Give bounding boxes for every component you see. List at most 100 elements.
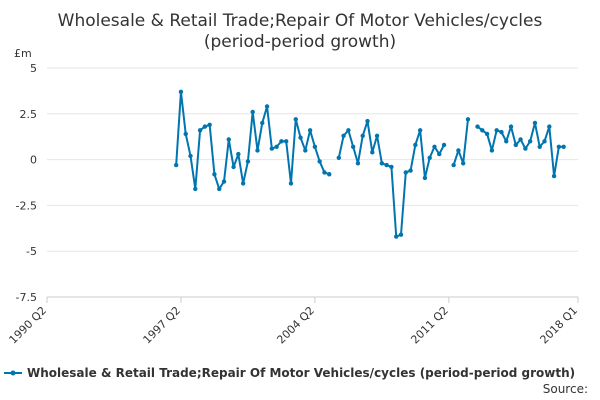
data-point[interactable] bbox=[250, 109, 255, 115]
data-point[interactable] bbox=[173, 162, 179, 168]
y-tick-label: 0 bbox=[30, 154, 37, 167]
data-point[interactable] bbox=[303, 148, 308, 153]
data-point[interactable] bbox=[532, 120, 538, 126]
series-line-segment bbox=[337, 120, 445, 238]
data-point[interactable] bbox=[288, 181, 294, 186]
data-point[interactable] bbox=[312, 144, 318, 149]
data-point[interactable] bbox=[236, 151, 241, 157]
data-point[interactable] bbox=[489, 148, 495, 153]
data-point[interactable] bbox=[451, 162, 456, 168]
data-point[interactable] bbox=[336, 155, 342, 160]
data-point[interactable] bbox=[413, 142, 418, 148]
data-point[interactable] bbox=[317, 159, 322, 164]
series-layer bbox=[173, 89, 566, 239]
data-point[interactable] bbox=[350, 144, 356, 149]
data-point[interactable] bbox=[217, 186, 222, 192]
data-point[interactable] bbox=[437, 151, 442, 157]
series-line-segment bbox=[452, 119, 469, 166]
data-point[interactable] bbox=[293, 117, 298, 122]
data-point[interactable] bbox=[484, 131, 490, 137]
data-point[interactable] bbox=[441, 142, 447, 148]
x-tick-layer: 1990 Q2 1997 Q2 2004 Q2 2011 Q2 2018 Q1 bbox=[7, 297, 581, 347]
data-point[interactable] bbox=[269, 146, 275, 151]
data-point[interactable] bbox=[523, 146, 528, 151]
legend[interactable]: Wholesale & Retail Trade;Repair Of Motor… bbox=[4, 366, 575, 380]
data-point[interactable] bbox=[346, 128, 351, 133]
data-point[interactable] bbox=[264, 104, 270, 109]
data-point[interactable] bbox=[322, 170, 327, 175]
data-point[interactable] bbox=[499, 129, 504, 135]
data-point[interactable] bbox=[480, 128, 485, 133]
data-point[interactable] bbox=[432, 144, 437, 149]
y-tick-label: -5 bbox=[26, 245, 37, 258]
data-point[interactable] bbox=[394, 234, 399, 239]
data-point[interactable] bbox=[188, 153, 193, 159]
y-axis-unit-label: £m bbox=[14, 47, 32, 60]
y-tick-label: 5 bbox=[30, 62, 37, 75]
data-point[interactable] bbox=[212, 172, 217, 177]
data-point[interactable] bbox=[365, 118, 370, 124]
data-point[interactable] bbox=[231, 164, 236, 170]
data-point[interactable] bbox=[542, 139, 547, 144]
data-point[interactable] bbox=[178, 89, 184, 95]
data-point[interactable] bbox=[245, 159, 251, 164]
data-point[interactable] bbox=[355, 161, 361, 166]
data-point[interactable] bbox=[255, 148, 260, 153]
data-point[interactable] bbox=[527, 139, 533, 144]
data-point[interactable] bbox=[274, 144, 279, 149]
data-point[interactable] bbox=[537, 144, 542, 149]
data-point[interactable] bbox=[403, 170, 408, 175]
data-point[interactable] bbox=[240, 181, 246, 186]
y-tick-label: -7.5 bbox=[16, 291, 37, 304]
data-point[interactable] bbox=[547, 124, 552, 129]
source-label: Source: bbox=[543, 382, 588, 396]
data-point[interactable] bbox=[398, 232, 404, 237]
y-tick-layer: 5 2.5 0 -2.5 -5 -7.5 bbox=[16, 62, 37, 304]
data-point[interactable] bbox=[460, 161, 466, 166]
data-point[interactable] bbox=[551, 173, 557, 179]
data-point[interactable] bbox=[475, 124, 480, 129]
data-point[interactable] bbox=[504, 139, 509, 144]
data-point[interactable] bbox=[417, 128, 423, 133]
data-point[interactable] bbox=[279, 139, 284, 144]
data-point[interactable] bbox=[260, 120, 265, 126]
data-point[interactable] bbox=[197, 128, 203, 133]
grid-layer bbox=[47, 67, 578, 298]
data-point[interactable] bbox=[307, 128, 313, 133]
data-point[interactable] bbox=[360, 133, 365, 138]
data-point[interactable] bbox=[193, 186, 198, 192]
data-point[interactable] bbox=[494, 128, 499, 133]
data-point[interactable] bbox=[341, 133, 346, 138]
data-point[interactable] bbox=[422, 175, 428, 181]
data-point[interactable] bbox=[465, 117, 471, 122]
data-point[interactable] bbox=[427, 155, 432, 160]
data-point[interactable] bbox=[207, 122, 212, 127]
data-point[interactable] bbox=[456, 148, 461, 153]
data-point[interactable] bbox=[518, 137, 523, 142]
data-point[interactable] bbox=[327, 172, 332, 177]
x-tick-label: 2018 Q1 bbox=[538, 304, 581, 347]
chart-title-line-2: (period-period growth) bbox=[204, 32, 396, 52]
data-point[interactable] bbox=[379, 161, 385, 166]
x-tick-label: 1990 Q2 bbox=[7, 304, 50, 347]
data-point[interactable] bbox=[561, 144, 566, 149]
data-point[interactable] bbox=[374, 133, 380, 138]
data-point[interactable] bbox=[298, 135, 303, 140]
x-tick-label: 1997 Q2 bbox=[141, 304, 184, 347]
y-tick-label: -2.5 bbox=[16, 199, 37, 212]
data-point[interactable] bbox=[508, 124, 514, 129]
data-point[interactable] bbox=[226, 137, 231, 142]
data-point[interactable] bbox=[221, 179, 227, 184]
data-point[interactable] bbox=[389, 164, 394, 170]
data-point[interactable] bbox=[370, 150, 375, 155]
data-point[interactable] bbox=[202, 124, 208, 129]
data-point[interactable] bbox=[183, 131, 188, 137]
data-point[interactable] bbox=[408, 168, 413, 173]
x-tick-label: 2011 Q2 bbox=[408, 304, 451, 347]
data-point[interactable] bbox=[384, 162, 389, 168]
data-point[interactable] bbox=[556, 144, 562, 149]
data-point[interactable] bbox=[283, 139, 289, 144]
data-point[interactable] bbox=[513, 142, 519, 148]
